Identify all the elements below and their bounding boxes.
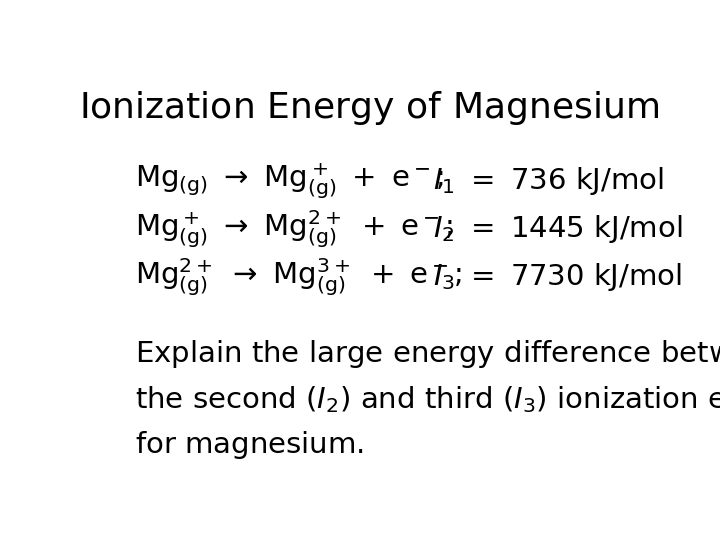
Text: $I_1\ =\ \mathrm{736\ kJ/mol}$: $I_1\ =\ \mathrm{736\ kJ/mol}$ [433, 165, 664, 197]
Text: $\mathrm{Explain\ the\ large\ energy\ difference\ between}$: $\mathrm{Explain\ the\ large\ energy\ di… [135, 338, 720, 370]
Text: $\mathrm{Mg}^+_{(\mathrm{g})}\ \rightarrow\ \mathrm{Mg}^{2+}_{(\mathrm{g})}\ +\ : $\mathrm{Mg}^+_{(\mathrm{g})}\ \rightarr… [135, 208, 453, 250]
Text: $\mathrm{Mg}^{2+}_{(\mathrm{g})}\ \rightarrow\ \mathrm{Mg}^{3+}_{(\mathrm{g})}\ : $\mathrm{Mg}^{2+}_{(\mathrm{g})}\ \right… [135, 256, 462, 298]
Text: $I_3\ =\ \mathrm{7730\ kJ/mol}$: $I_3\ =\ \mathrm{7730\ kJ/mol}$ [433, 261, 682, 293]
Text: $\mathrm{the\ second\ (}I_2\mathrm{)\ and\ third\ (}I_3\mathrm{)\ ionization\ en: $\mathrm{the\ second\ (}I_2\mathrm{)\ an… [135, 383, 720, 415]
Text: $\mathrm{Mg}_{(\mathrm{g})}\ \rightarrow\ \mathrm{Mg}^+_{(\mathrm{g})}\ +\ \math: $\mathrm{Mg}_{(\mathrm{g})}\ \rightarrow… [135, 161, 444, 201]
Text: $\mathrm{for\ magnesium.}$: $\mathrm{for\ magnesium.}$ [135, 429, 364, 461]
Text: $I_2\ =\ \mathrm{1445\ kJ/mol}$: $I_2\ =\ \mathrm{1445\ kJ/mol}$ [433, 213, 683, 245]
Text: $\mathrm{Ionization\ Energy\ of\ Magnesium}$: $\mathrm{Ionization\ Energy\ of\ Magnesi… [79, 90, 659, 127]
